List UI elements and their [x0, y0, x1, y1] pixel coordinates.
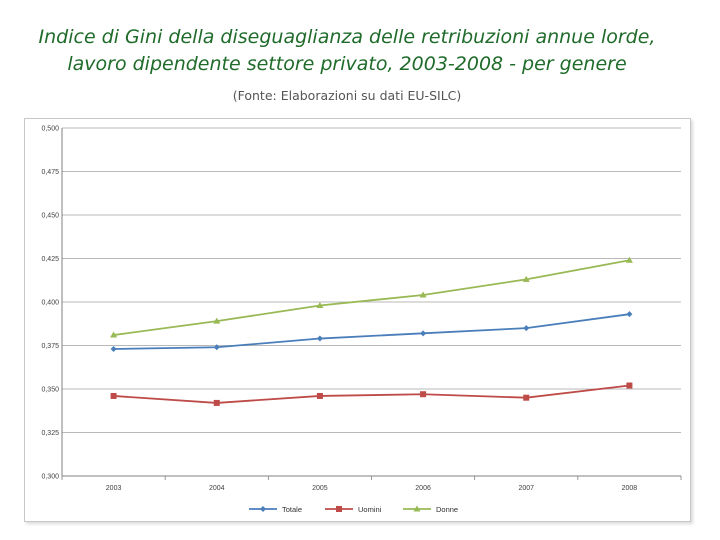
- data-point-uomini: [213, 399, 220, 406]
- data-point-donne: [419, 291, 427, 298]
- y-tick-label: 0,325: [41, 430, 59, 437]
- data-point-donne: [316, 301, 324, 308]
- x-tick-label: 2008: [622, 485, 638, 492]
- data-point-uomini: [110, 392, 117, 399]
- y-tick-label: 0,425: [41, 256, 59, 263]
- data-point-totale: [213, 344, 220, 351]
- data-point-totale: [316, 335, 323, 342]
- data-point-uomini: [523, 394, 530, 401]
- chart-title: Indice di Gini della diseguaglianza dell…: [0, 24, 694, 78]
- y-tick-label: 0,450: [41, 213, 59, 220]
- series-line-uomini: [113, 384, 630, 404]
- data-point-totale: [110, 345, 117, 352]
- y-tick-label: 0,350: [41, 387, 59, 394]
- x-tick-label: 2007: [518, 485, 534, 492]
- line-chart: 0,500 0,475 0,450 0,425 0,400 0,375 0,350 0,325…: [41, 126, 682, 514]
- chart-subtitle: (Fonte: Elaborazioni su dati EU-SILC): [232, 88, 462, 103]
- chart-title-line-1: Indice di Gini della diseguaglianza dell…: [38, 26, 656, 48]
- legend-marker-totale: [260, 506, 266, 512]
- data-point-totale: [626, 311, 633, 318]
- x-tick-label: 2006: [415, 485, 431, 492]
- data-point-totale: [523, 325, 530, 332]
- chart-frame: 0,500 0,475 0,450 0,425 0,400 0,375 0,350 0,325…: [24, 118, 691, 522]
- data-point-donne: [213, 317, 221, 324]
- y-tick-label: 0,375: [41, 343, 59, 350]
- data-point-uomini: [420, 391, 427, 398]
- data-point-uomini: [316, 392, 323, 399]
- series-line-donne: [113, 259, 630, 336]
- x-tick-label: 2004: [209, 485, 225, 492]
- x-tick-label: 2005: [312, 485, 328, 492]
- y-tick-label: 0,400: [41, 300, 59, 307]
- legend-label-totale: Totale: [282, 505, 302, 514]
- y-tick-label: 0,500: [41, 126, 59, 133]
- y-tick-label: 0,300: [41, 474, 59, 481]
- data-point-donne: [625, 256, 633, 263]
- y-tick-label: 0,475: [41, 169, 59, 176]
- x-tick-label: 2003: [106, 485, 122, 492]
- data-point-uomini: [626, 382, 633, 389]
- legend-marker-uomini: [336, 506, 342, 512]
- chart-title-line-2: lavoro dipendente settore privato, 2003-…: [67, 53, 627, 75]
- legend-label-donne: Donne: [436, 505, 458, 514]
- data-point-donne: [522, 275, 530, 282]
- legend-marker-donne: [413, 505, 421, 512]
- legend-label-uomini: Uomini: [358, 505, 382, 514]
- data-point-totale: [420, 330, 427, 337]
- series-line-totale: [113, 313, 630, 350]
- data-point-donne: [110, 331, 118, 338]
